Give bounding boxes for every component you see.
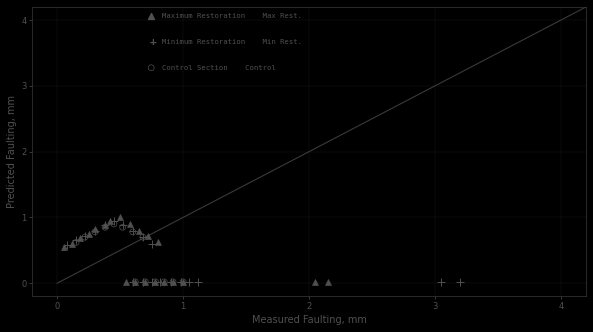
Point	[90, 229, 100, 234]
Point	[193, 279, 203, 285]
Point	[168, 279, 178, 285]
Point	[135, 228, 144, 233]
Point	[71, 240, 81, 245]
Point	[138, 279, 148, 285]
Point	[178, 279, 188, 285]
Point	[147, 279, 157, 285]
Text: Maximum Restoration    Max Rest.: Maximum Restoration Max Rest.	[162, 13, 302, 19]
Point	[100, 225, 110, 230]
Point	[141, 279, 150, 285]
Point	[151, 279, 160, 285]
Point	[118, 223, 127, 228]
Point	[128, 279, 138, 285]
Point	[59, 244, 68, 250]
Point	[106, 218, 115, 223]
Point	[79, 217, 89, 222]
Point	[130, 279, 140, 285]
Point	[436, 279, 446, 285]
Point	[118, 225, 127, 230]
Point	[68, 241, 77, 246]
Point	[80, 234, 90, 240]
Point	[79, 228, 89, 234]
Point	[138, 234, 148, 240]
Point	[151, 279, 160, 285]
Text: +: +	[150, 37, 157, 47]
Point	[147, 241, 157, 246]
Point	[84, 231, 94, 236]
Y-axis label: Predicted Faulting, mm: Predicted Faulting, mm	[7, 95, 17, 208]
Point	[156, 279, 165, 285]
Point	[160, 279, 169, 285]
X-axis label: Measured Faulting, mm: Measured Faulting, mm	[251, 315, 366, 325]
Point	[100, 223, 110, 228]
Point	[109, 218, 119, 223]
Text: Control Section    Control: Control Section Control	[162, 65, 276, 71]
Point	[166, 279, 176, 285]
Point	[128, 228, 138, 233]
Point	[122, 279, 131, 285]
Point	[62, 242, 72, 248]
Point	[455, 279, 465, 285]
Point	[109, 221, 119, 227]
Point	[178, 279, 188, 285]
Point	[116, 215, 125, 220]
Point	[80, 233, 90, 238]
Point	[130, 279, 140, 285]
Point	[90, 227, 100, 232]
Point	[160, 279, 169, 285]
Point	[153, 240, 162, 245]
Point	[311, 279, 320, 285]
Point	[141, 279, 150, 285]
Point	[71, 238, 81, 243]
Text: Minimum Restoration    Min Rest.: Minimum Restoration Min Rest.	[162, 39, 302, 45]
Point	[323, 279, 333, 285]
Point	[90, 228, 100, 233]
Point	[176, 279, 186, 285]
Point	[75, 236, 85, 241]
Point	[126, 221, 135, 227]
Point	[143, 233, 152, 238]
Point	[138, 234, 148, 240]
Point	[100, 223, 110, 228]
Point	[168, 279, 178, 285]
Point	[184, 279, 194, 285]
Point	[128, 229, 138, 234]
